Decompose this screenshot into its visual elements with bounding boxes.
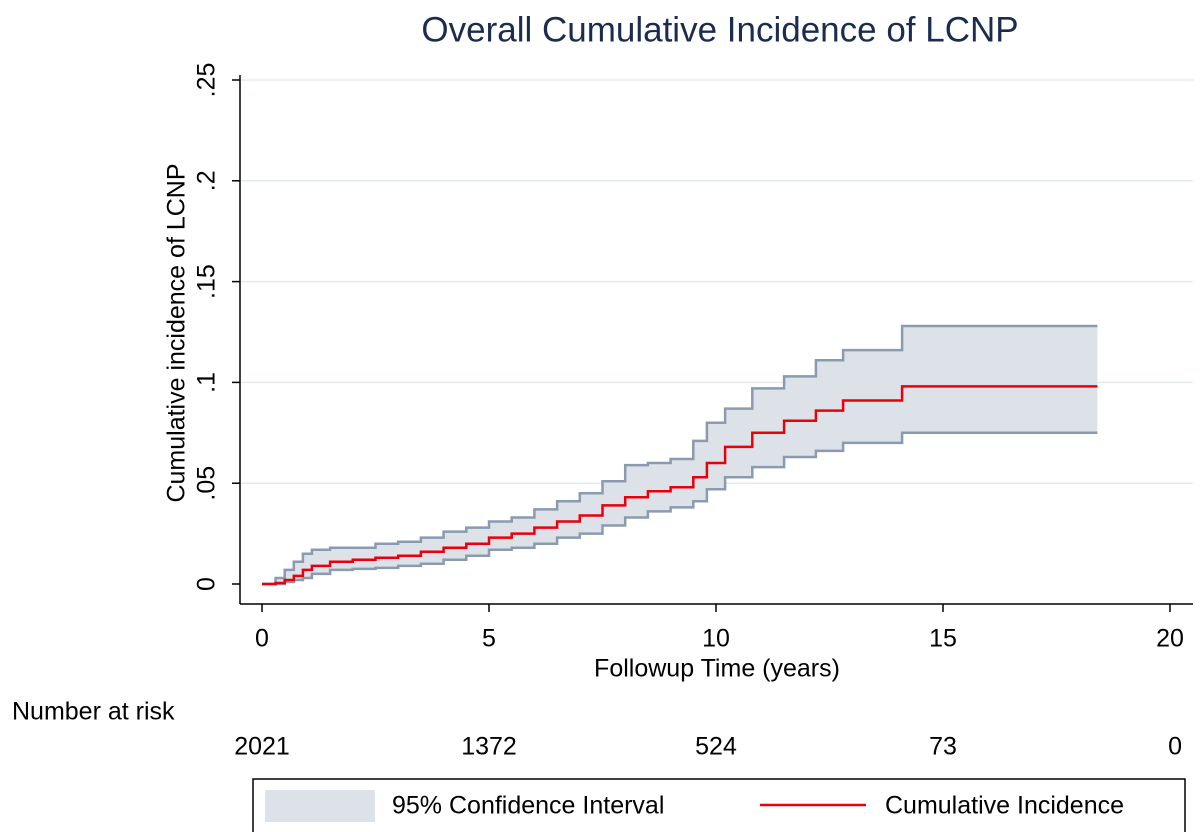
legend-swatch (265, 790, 375, 822)
risk-count: 73 (929, 733, 957, 761)
ci-lower-line (262, 431, 1098, 586)
chart-title: Overall Cumulative Incidence of LCNP (421, 10, 1018, 49)
y-tick-label: .2 (193, 170, 221, 191)
y-axis-label: Cumulative incidence of LCNP (163, 163, 191, 502)
x-tick-label: 20 (1156, 625, 1184, 653)
y-tick-label: .25 (193, 63, 221, 98)
risk-table-label: Number at risk (12, 698, 175, 726)
ci-upper-line (262, 324, 1098, 586)
legend-label: 95% Confidence Interval (392, 792, 664, 820)
legend-box (252, 778, 1186, 832)
risk-count: 1372 (461, 733, 517, 761)
y-tick-label: .1 (193, 372, 221, 393)
x-axis-label: Followup Time (years) (594, 655, 840, 683)
confidence-band (262, 326, 1098, 584)
risk-count: 524 (695, 733, 737, 761)
legend-label: Cumulative Incidence (885, 792, 1124, 820)
risk-count: 2021 (234, 733, 290, 761)
y-tick-label: .05 (193, 466, 221, 501)
x-tick-label: 15 (929, 625, 957, 653)
x-tick-label: 0 (255, 625, 269, 653)
risk-count: 0 (1168, 733, 1182, 761)
y-tick-label: 0 (193, 577, 221, 591)
x-tick-label: 5 (482, 625, 496, 653)
incidence-line (262, 385, 1098, 586)
y-tick-label: .15 (193, 264, 221, 299)
x-tick-label: 10 (702, 625, 730, 653)
